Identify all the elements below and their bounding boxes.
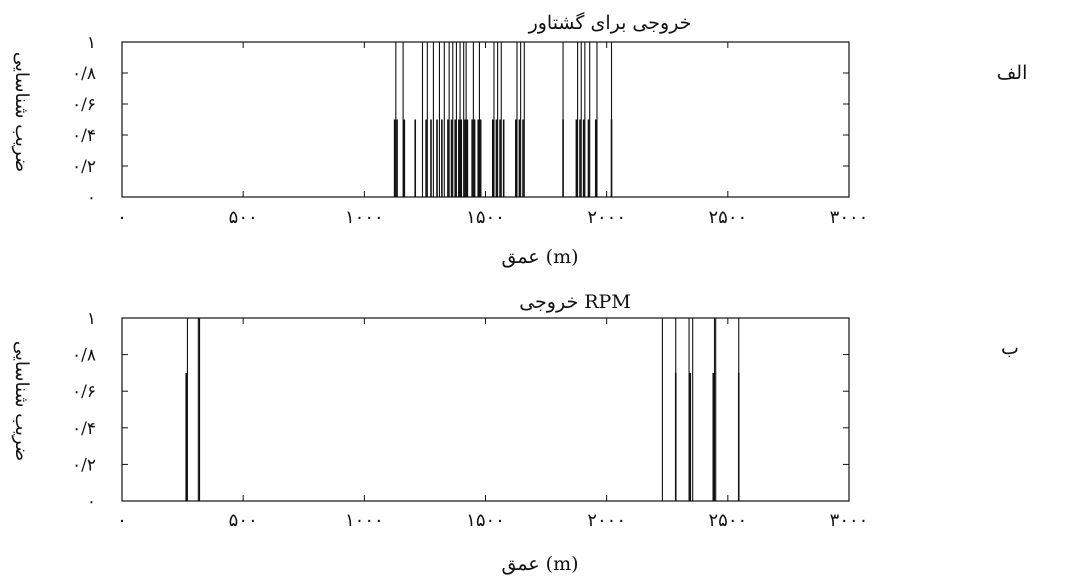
chart-b-x-tick-label: ۱۵۰۰ [466,510,505,531]
chart-b-panel-label: ب [1001,337,1019,359]
chart-a-frame [121,41,850,198]
chart-a-xlabel: عمق (m) [501,246,578,268]
chart-b-frame [121,317,850,502]
chart-a-x-tick-label: ۳۰۰۰ [830,207,869,228]
chart-a-x-tick-label: ۲۰۰۰ [587,207,626,228]
chart-a-x-tick-label: ۱۰۰۰ [345,207,384,228]
chart-a-ylabel: ضریب شناسایی [11,52,32,172]
chart-a-x-tick-label: ۲۵۰۰ [708,207,747,228]
chart-b-y-tick-label: ۰/۸ [72,346,96,366]
chart-a-y-tick-label: ۰/۸ [72,64,96,84]
chart-b-title: خروجی RPM [519,291,631,313]
chart-b-x-tick-label: ۱۰۰۰ [345,510,384,531]
chart-panel-a: خروجی برای گشتاور ضریب شناسایی ۰ ۵۰۰ ۱۰۰۰ ۱… [11,11,1027,268]
chart-b-y-tick-label: ۰ [87,492,96,512]
chart-b-y-tick-label: ۰/۲ [72,455,96,475]
chart-b-xlabel: عمق (m) [501,553,578,575]
chart-b-x-tick-label: ۳۰۰۰ [830,510,869,531]
chart-a-y-tick-label: ۰/۴ [72,126,96,146]
chart-b-x-ticks: ۰ ۵۰۰ ۱۰۰۰ ۱۵۰۰ ۲۰۰۰ ۲۵۰۰ ۳۰۰۰ [117,318,868,531]
chart-panel-b: خروجی RPM ضریب شناسایی ۰ ۵۰۰ ۱۰۰۰ ۱۵۰۰ ۲۰۰۰ ۲… [11,291,1019,575]
chart-a-x-tick-label: ۵۰۰ [229,207,258,228]
chart-a-y-tick-label: ۰/۶ [72,95,96,115]
chart-b-y-tick-label: ۱ [87,309,96,329]
chart-a-x-tick-label: ۰ [117,207,127,228]
chart-b-x-tick-label: ۵۰۰ [229,510,258,531]
chart-b-plot-area [185,318,740,501]
chart-a-y-tick-label: ۱ [87,33,96,53]
chart-a-panel-label: الف [997,62,1028,84]
chart-b-ylabel: ضریب شناسایی [11,341,32,461]
chart-b-y-tick-label: ۰/۶ [72,382,96,402]
chart-a-x-ticks: ۰ ۵۰۰ ۱۰۰۰ ۱۵۰۰ ۲۰۰۰ ۲۵۰۰ ۳۰۰۰ [117,42,868,228]
chart-b-y-ticks: ۰ ۰/۲ ۰/۴ ۰/۶ ۰/۸ ۱ [72,309,849,512]
chart-b-x-tick-label: ۰ [117,510,127,531]
chart-a-x-tick-label: ۱۵۰۰ [466,207,505,228]
chart-a-title: خروجی برای گشتاور [528,11,692,34]
chart-a-plot-area [393,42,613,197]
chart-a-y-ticks: ۰ ۰/۲ ۰/۴ ۰/۶ ۰/۸ ۱ [72,33,849,208]
chart-a-y-tick-label: ۰/۲ [72,157,96,177]
chart-b-x-tick-label: ۲۰۰۰ [587,510,626,531]
chart-a-y-tick-label: ۰ [87,188,96,208]
chart-b-x-tick-label: ۲۵۰۰ [708,510,747,531]
chart-b-y-tick-label: ۰/۴ [72,419,96,439]
